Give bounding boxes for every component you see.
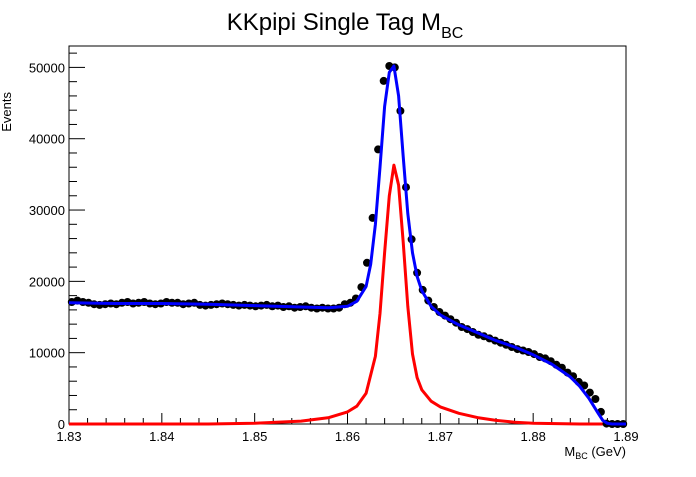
x-axis-label-subscript: BC: [575, 451, 588, 461]
chart-title: KKpipi Single Tag MBC: [227, 9, 464, 42]
x-axis-label-main: M: [564, 444, 575, 459]
total-fit-line: [68, 64, 626, 426]
y-tick-label: 50000: [29, 60, 65, 75]
x-tick-label: 1.83: [56, 429, 81, 444]
y-tick-label: 30000: [29, 203, 65, 218]
chart-title-subscript: BC: [441, 25, 463, 42]
y-tick-label: 0: [58, 417, 65, 432]
y-axis: 0 10000 20000 30000 40000 50000: [29, 52, 85, 432]
series-layer: [67, 62, 628, 428]
x-axis: 1.83 1.84 1.85 1.86 1.87 1.88 1.89: [56, 413, 639, 444]
data-point: [379, 76, 388, 85]
y-axis-label: Events: [0, 92, 14, 132]
y-tick-label: 40000: [29, 132, 65, 147]
x-tick-label: 1.86: [335, 429, 360, 444]
x-axis-label: MBC (GeV): [564, 444, 626, 461]
data-point: [363, 258, 371, 267]
signal-fit-line: [69, 163, 626, 426]
x-tick-label: 1.89: [613, 429, 638, 444]
x-tick-label: 1.84: [149, 429, 174, 444]
plot-frame: [68, 45, 627, 425]
x-tick-label: 1.87: [428, 429, 453, 444]
y-tick-label: 10000: [29, 346, 65, 361]
x-tick-label: 1.88: [521, 429, 546, 444]
x-tick-label: 1.85: [242, 429, 267, 444]
chart-title-main: KKpipi Single Tag M: [227, 9, 441, 36]
x-axis-label-unit: (GeV): [588, 444, 626, 459]
data-point: [591, 395, 600, 403]
y-tick-label: 20000: [29, 274, 65, 289]
